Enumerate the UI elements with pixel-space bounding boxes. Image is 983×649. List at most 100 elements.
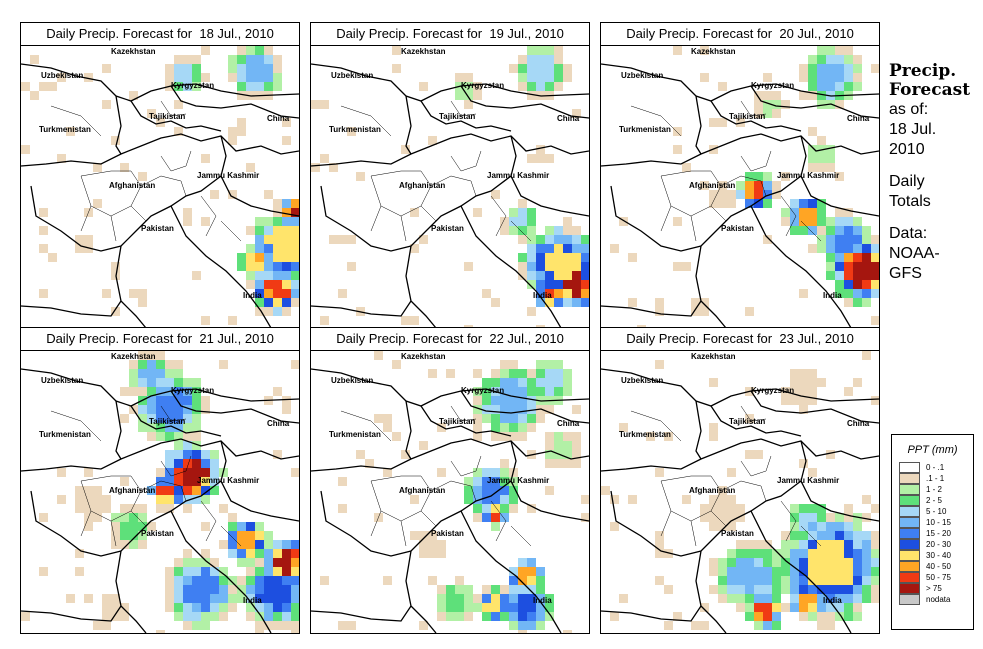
precip-cell <box>518 262 527 271</box>
precip-cell <box>736 576 745 585</box>
precip-cell <box>147 414 156 423</box>
precip-cell <box>772 100 781 109</box>
map-label-china: China <box>847 114 870 123</box>
precip-cell <box>338 235 347 244</box>
precip-cell <box>844 271 853 280</box>
precip-cell <box>482 396 491 405</box>
map-label-uzbekistan: Uzbekistan <box>621 71 663 80</box>
precip-cell <box>192 55 201 64</box>
precip-cell <box>210 603 219 612</box>
precip-cell <box>120 612 129 621</box>
precip-cell <box>237 73 246 82</box>
precip-cell <box>808 594 817 603</box>
precip-cell <box>500 423 509 432</box>
precip-cell <box>536 603 545 612</box>
precip-cell <box>745 172 754 181</box>
precip-cell <box>554 73 563 82</box>
precip-cell <box>147 432 156 441</box>
precip-cell <box>264 289 273 298</box>
precip-cell <box>282 208 291 217</box>
precip-cell <box>183 432 192 441</box>
precip-cell <box>763 181 772 190</box>
precip-cell <box>835 612 844 621</box>
precip-cell <box>500 414 509 423</box>
precip-cell <box>817 208 826 217</box>
precip-cell <box>518 396 527 405</box>
map-label-turkmenistan: Turkmenistan <box>39 125 91 134</box>
precip-cell <box>219 504 228 513</box>
precip-cell <box>482 468 491 477</box>
map-label-kazakhstan: Kazekhstan <box>111 352 156 361</box>
country-border <box>601 438 879 472</box>
precip-cell <box>808 55 817 64</box>
precip-cell <box>246 226 255 235</box>
province-border <box>80 205 147 242</box>
precip-cell <box>835 262 844 271</box>
precip-cell <box>518 64 527 73</box>
precip-cell <box>799 540 808 549</box>
precip-cell <box>862 351 871 360</box>
precip-map: Kazekhstan Uzbekistan Kyrgyzstan Tajikistan… <box>601 351 879 633</box>
precip-cell <box>264 585 273 594</box>
precip-cell <box>817 576 826 585</box>
precip-cell <box>75 504 84 513</box>
country-border <box>405 400 412 460</box>
precip-cell <box>147 405 156 414</box>
precip-cell <box>464 594 473 603</box>
precip-cell <box>536 82 545 91</box>
precip-cell <box>835 594 844 603</box>
precip-cell <box>844 594 853 603</box>
precip-cell <box>763 540 772 549</box>
precip-cell <box>282 612 291 621</box>
precip-cell <box>754 603 763 612</box>
precip-cell <box>536 64 545 73</box>
precip-cell <box>329 163 338 172</box>
panel-date: 18 Jul., 2010 <box>199 26 274 41</box>
precip-cell <box>156 414 165 423</box>
precip-cell <box>264 46 273 55</box>
precip-cell <box>745 594 754 603</box>
precip-cell <box>563 280 572 289</box>
country-border <box>601 300 702 317</box>
map-label-uzbekistan: Uzbekistan <box>41 376 83 385</box>
precip-cell <box>554 271 563 280</box>
legend-label: 40 - 50 <box>926 562 951 571</box>
precip-cell <box>500 432 509 441</box>
precip-cell <box>862 226 871 235</box>
precip-cell <box>799 405 808 414</box>
country-border <box>170 205 272 328</box>
precip-cell <box>419 82 428 91</box>
precip-cell <box>790 513 799 522</box>
precip-cell <box>545 450 554 459</box>
precip-cell <box>527 280 536 289</box>
precip-cell <box>572 280 581 289</box>
precip-cell <box>790 504 799 513</box>
province-border <box>450 150 482 172</box>
precip-cell <box>410 531 419 540</box>
precip-cell <box>862 540 871 549</box>
precip-cell <box>527 154 536 163</box>
precip-cell <box>464 477 473 486</box>
country-border <box>115 245 147 328</box>
precip-cell <box>291 468 299 477</box>
precip-cell <box>862 244 871 253</box>
legend-swatch <box>899 484 920 495</box>
map-label-china: China <box>267 114 290 123</box>
precip-cell <box>799 504 808 513</box>
precip-cell <box>482 585 491 594</box>
precip-cell <box>255 522 264 531</box>
precip-cell <box>491 423 500 432</box>
precip-cell <box>826 594 835 603</box>
precip-cell <box>500 387 509 396</box>
precip-cell <box>165 378 174 387</box>
precip-cell <box>264 603 273 612</box>
precip-cell <box>817 522 826 531</box>
precip-cell <box>718 513 727 522</box>
precip-cell <box>853 271 862 280</box>
precip-cell <box>745 612 754 621</box>
precip-cell <box>282 253 291 262</box>
legend-swatch <box>899 495 920 506</box>
precip-cell <box>545 73 554 82</box>
precip-cell <box>93 621 102 630</box>
precip-cell <box>545 289 554 298</box>
